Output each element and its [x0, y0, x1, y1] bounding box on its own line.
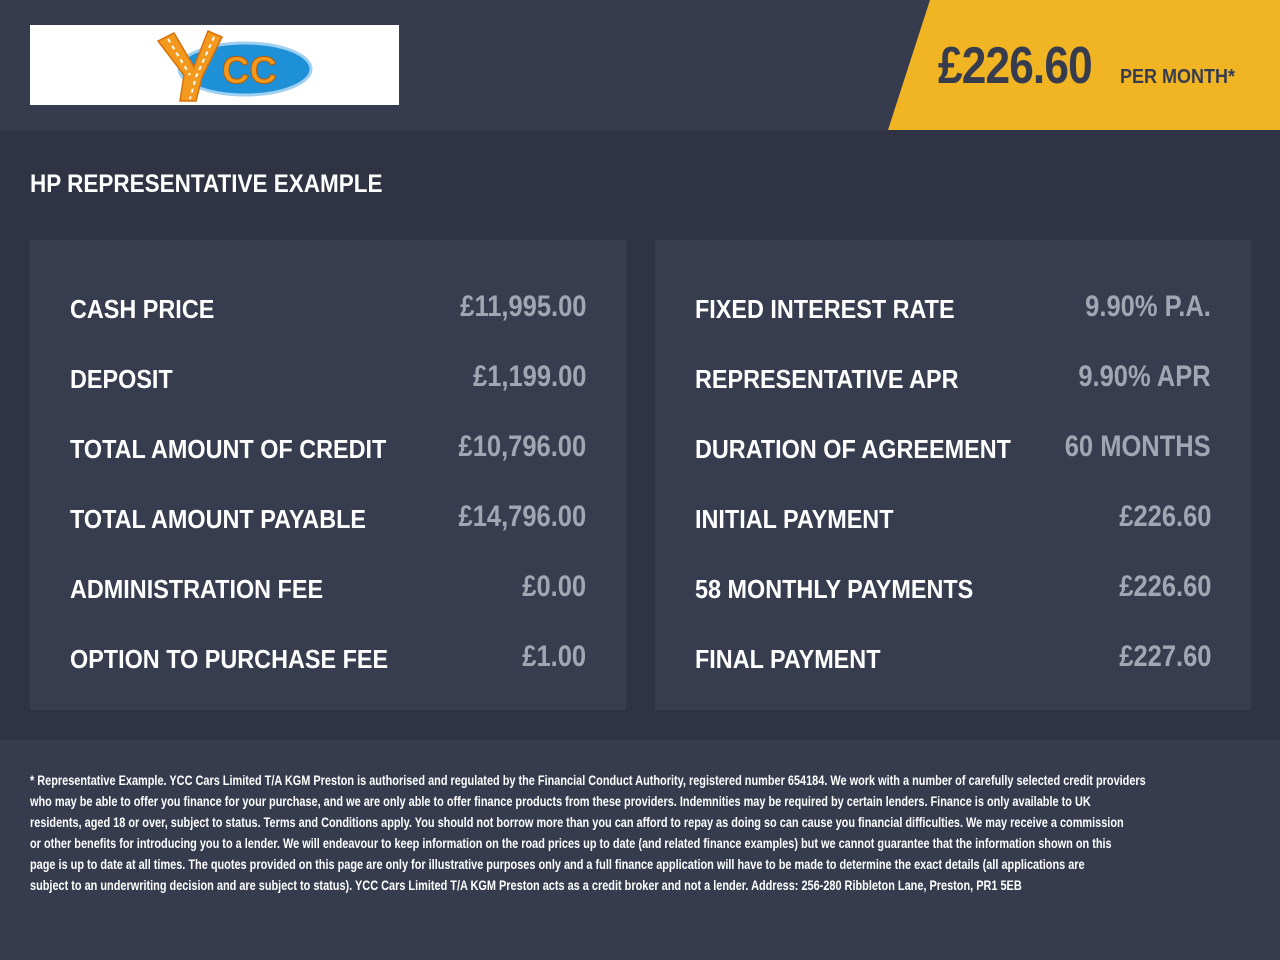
row-label: DEPOSIT — [70, 364, 173, 394]
finance-row-duration: DURATION OF AGREEMENT 60 MONTHS — [695, 428, 1211, 468]
header: CC £226.60 PER MONTH* — [0, 0, 1280, 130]
row-value: 9.90% P.A. — [1085, 290, 1211, 323]
row-label: OPTION TO PURCHASE FEE — [70, 644, 389, 674]
disclaimer-text: * Representative Example. YCC Cars Limit… — [30, 770, 1280, 896]
finance-row-total-credit: TOTAL AMOUNT OF CREDIT £10,796.00 — [70, 428, 586, 468]
disclaimer-line: or other benefits for introducing you to… — [30, 835, 1112, 851]
row-value: 9.90% APR — [1078, 360, 1211, 393]
finance-panel-left: CASH PRICE £11,995.00 DEPOSIT £1,199.00 … — [30, 240, 626, 710]
row-label: DURATION OF AGREEMENT — [695, 434, 1011, 464]
monthly-price-banner: £226.60 PER MONTH* — [888, 0, 1280, 130]
per-month-label: PER MONTH* — [1120, 66, 1236, 88]
footer: * Representative Example. YCC Cars Limit… — [0, 740, 1280, 960]
row-label: TOTAL AMOUNT PAYABLE — [70, 504, 367, 534]
row-value: 60 MONTHS — [1065, 430, 1211, 463]
row-value: £226.60 — [1118, 500, 1211, 533]
svg-text:CC: CC — [222, 50, 277, 92]
row-label: TOTAL AMOUNT OF CREDIT — [70, 434, 387, 464]
ycc-logo-icon: CC — [156, 30, 313, 102]
finance-row-final-payment: FINAL PAYMENT £227.60 — [695, 638, 1211, 678]
finance-row-initial-payment: INITIAL PAYMENT £226.60 — [695, 498, 1211, 538]
row-value: £10,796.00 — [458, 430, 586, 463]
finance-panel-right: FIXED INTEREST RATE 9.90% P.A. REPRESENT… — [655, 240, 1251, 710]
row-label: FIXED INTEREST RATE — [695, 294, 955, 324]
finance-row-total-payable: TOTAL AMOUNT PAYABLE £14,796.00 — [70, 498, 586, 538]
disclaimer-line: who may be able to offer you finance for… — [30, 793, 1091, 809]
row-label: REPRESENTATIVE APR — [695, 364, 959, 394]
row-value: £226.60 — [1118, 570, 1211, 603]
finance-row-option-fee: OPTION TO PURCHASE FEE £1.00 — [70, 638, 586, 678]
row-label: FINAL PAYMENT — [695, 644, 881, 674]
row-value: £0.00 — [522, 570, 586, 603]
disclaimer-line: page is up to date at all times. The quo… — [30, 856, 1085, 872]
row-value: £14,796.00 — [458, 500, 586, 533]
finance-row-interest-rate: FIXED INTEREST RATE 9.90% P.A. — [695, 288, 1211, 328]
row-value: £1.00 — [522, 640, 586, 673]
section-title: HP REPRESENTATIVE EXAMPLE — [30, 170, 383, 198]
row-value: £1,199.00 — [472, 360, 586, 393]
row-label: INITIAL PAYMENT — [695, 504, 894, 534]
disclaimer-line: * Representative Example. YCC Cars Limit… — [30, 772, 1146, 788]
monthly-price: £226.60 — [938, 37, 1093, 95]
finance-row-cash-price: CASH PRICE £11,995.00 — [70, 288, 586, 328]
finance-row-apr: REPRESENTATIVE APR 9.90% APR — [695, 358, 1211, 398]
finance-row-deposit: DEPOSIT £1,199.00 — [70, 358, 586, 398]
disclaimer-line: residents, aged 18 or over, subject to s… — [30, 814, 1124, 830]
disclaimer-line: subject to an underwriting decision and … — [30, 877, 1022, 893]
ycc-logo[interactable]: CC — [30, 25, 399, 105]
finance-row-monthly-payments: 58 MONTHLY PAYMENTS £226.60 — [695, 568, 1211, 608]
row-value: £227.60 — [1118, 640, 1211, 673]
row-value: £11,995.00 — [459, 290, 586, 323]
row-label: 58 MONTHLY PAYMENTS — [695, 574, 974, 604]
row-label: CASH PRICE — [70, 294, 215, 324]
row-label: ADMINISTRATION FEE — [70, 574, 324, 604]
finance-row-admin-fee: ADMINISTRATION FEE £0.00 — [70, 568, 586, 608]
